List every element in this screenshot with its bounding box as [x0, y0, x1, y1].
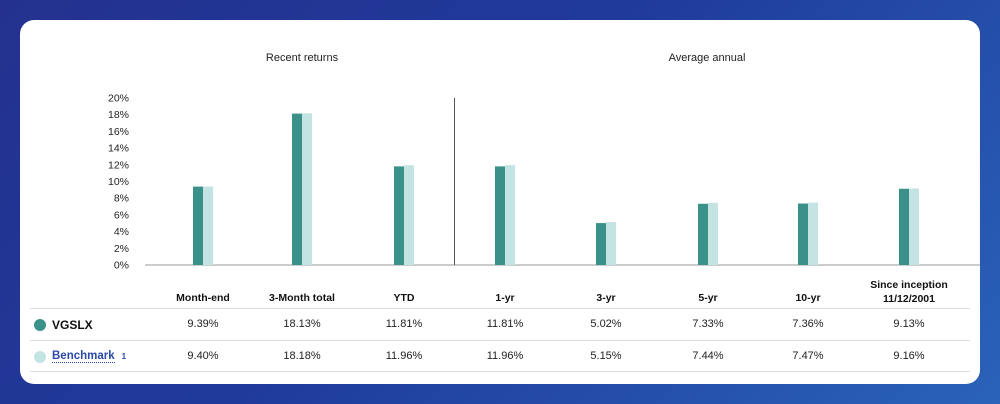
bar-benchmark-5 — [708, 202, 718, 265]
bar-vgslx-7 — [899, 188, 909, 265]
bar-vgslx-0 — [193, 186, 203, 265]
table-cell-benchmark: 7.47% — [792, 350, 824, 362]
table-cell-benchmark: 5.15% — [590, 350, 622, 362]
table-cell-vgslx: 7.36% — [792, 318, 824, 330]
bar-benchmark-6 — [808, 202, 818, 265]
category-label: 3-Month total — [242, 292, 362, 304]
y-tick-label: 20% — [108, 93, 129, 105]
category-label: 10-yr — [748, 292, 868, 304]
bar-benchmark-7 — [909, 188, 919, 265]
benchmark-link[interactable]: Benchmark — [52, 350, 115, 363]
y-tick-label: 14% — [108, 143, 129, 155]
category-label: Since inception 11/12/2001 — [849, 278, 969, 306]
returns-card: Recent returns Average annual 0% 2% 4% 6% 8%… — [20, 20, 980, 384]
bar-benchmark-0 — [203, 186, 213, 265]
table-cell-vgslx: 9.13% — [893, 318, 925, 330]
legend-benchmark[interactable]: Benchmark 1 — [34, 350, 126, 363]
section-title-average: Average annual — [668, 52, 746, 64]
bar-vgslx-5 — [698, 203, 708, 265]
table-cell-benchmark: 11.96% — [486, 350, 524, 362]
y-tick-label: 12% — [108, 159, 129, 171]
legend-vgslx: VGSLX — [34, 318, 93, 332]
table-cell-vgslx: 7.33% — [692, 318, 724, 330]
section-title-recent: Recent returns — [265, 52, 339, 64]
y-tick-label: 16% — [108, 126, 129, 138]
category-label: 1-yr — [445, 292, 565, 304]
category-label: 3-yr — [546, 292, 666, 304]
category-label-line: 10-yr — [795, 292, 821, 304]
table-cell-vgslx: 5.02% — [590, 318, 622, 330]
category-label: YTD — [344, 292, 464, 304]
bar-benchmark-3 — [505, 165, 515, 265]
table-row-divider — [30, 340, 970, 341]
y-tick-label: 18% — [108, 109, 129, 121]
table-cell-vgslx: 18.13% — [283, 318, 321, 330]
vgslx-label: VGSLX — [52, 318, 93, 332]
table-bottom-divider — [30, 371, 970, 372]
category-label-line: 1-yr — [495, 292, 515, 304]
bar-vgslx-3 — [495, 166, 505, 265]
category-label-line: Month-end — [176, 292, 230, 304]
category-label-line: 11/12/2001 — [883, 293, 935, 305]
category-label-line: 3-yr — [596, 292, 616, 304]
bar-benchmark-2 — [404, 165, 414, 265]
table-cell-vgslx: 11.81% — [486, 318, 524, 330]
bar-vgslx-6 — [798, 203, 808, 265]
category-label-line: YTD — [393, 292, 415, 304]
bar-vgslx-4 — [596, 223, 606, 265]
table-cell-vgslx: 9.39% — [187, 318, 219, 330]
table-cell-benchmark: 18.18% — [283, 350, 321, 362]
bar-vgslx-2 — [394, 166, 404, 265]
table-top-divider — [30, 308, 970, 309]
y-tick-label: 6% — [114, 209, 129, 221]
bar-benchmark-1 — [302, 113, 312, 266]
table-cell-vgslx: 11.81% — [385, 318, 423, 330]
y-tick-label: 0% — [114, 260, 129, 272]
returns-bar-chart: 0% 2% 4% 6% 8% 10% 12% 14% 16% 18% 20% — [108, 93, 980, 272]
category-label: 5-yr — [648, 292, 768, 304]
vgslx-swatch-icon — [34, 319, 46, 331]
category-label: Month-end — [143, 292, 263, 304]
y-tick-label: 8% — [114, 193, 129, 205]
benchmark-swatch-icon — [34, 350, 46, 363]
table-cell-benchmark: 9.16% — [893, 350, 925, 362]
bar-benchmark-4 — [606, 221, 616, 265]
bar-vgslx-1 — [292, 113, 302, 265]
category-label-line: 5-yr — [698, 292, 718, 304]
table-cell-benchmark: 9.40% — [187, 350, 219, 362]
category-label-line: Since inception — [870, 279, 948, 291]
table-cell-benchmark: 11.96% — [385, 350, 423, 362]
benchmark-footnote[interactable]: 1 — [121, 352, 127, 361]
y-tick-label: 10% — [108, 176, 129, 188]
table-cell-benchmark: 7.44% — [692, 350, 724, 362]
y-tick-label: 4% — [114, 226, 129, 238]
category-label-line: 3-Month total — [269, 292, 335, 304]
y-tick-label: 2% — [114, 243, 129, 255]
